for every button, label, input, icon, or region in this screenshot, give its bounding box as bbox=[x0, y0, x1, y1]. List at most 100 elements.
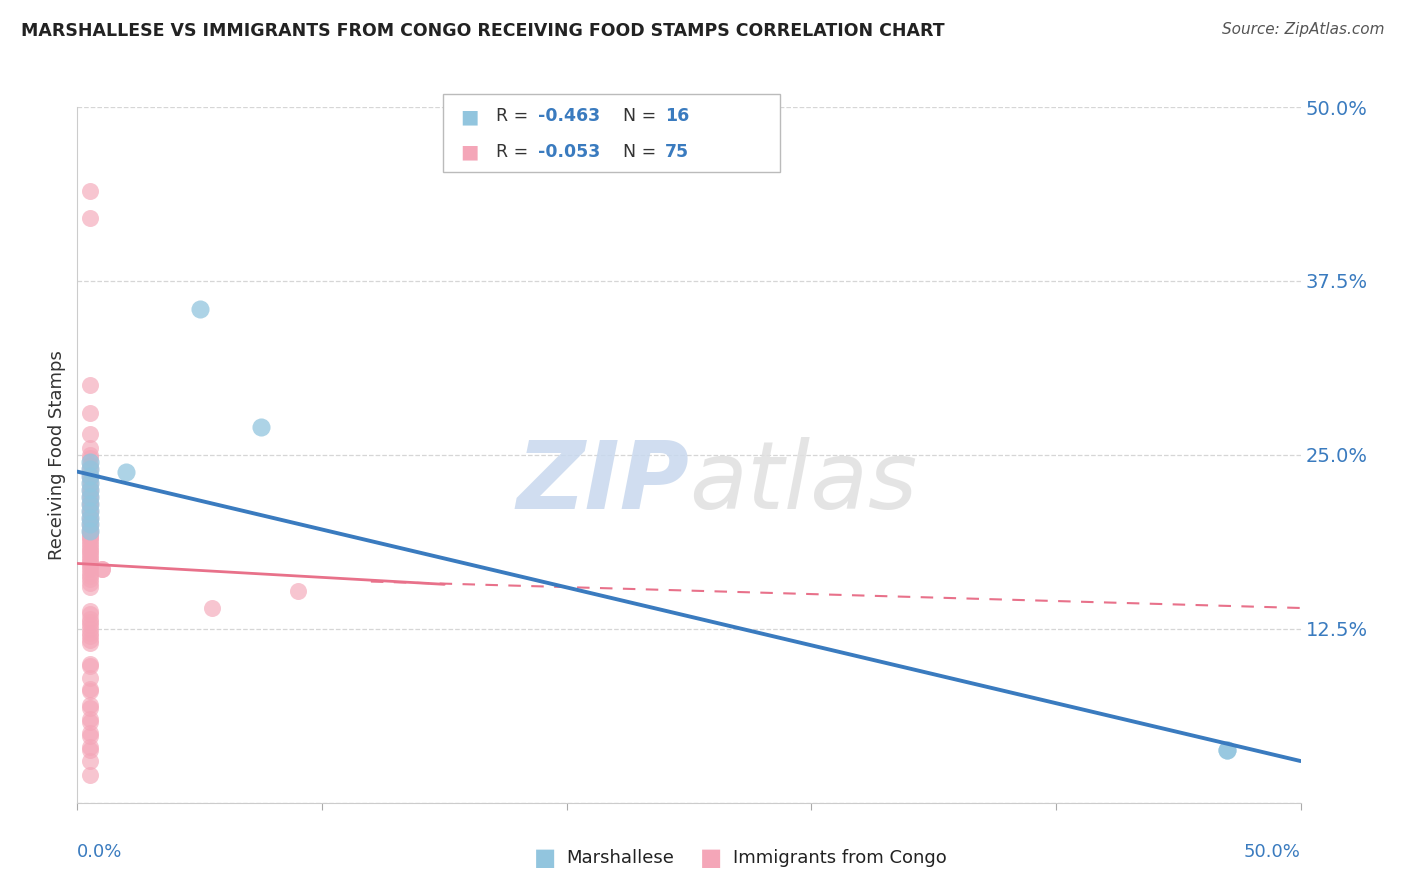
Text: N =: N = bbox=[623, 143, 662, 161]
Point bbox=[79, 503, 101, 517]
Point bbox=[79, 483, 101, 497]
Point bbox=[79, 211, 101, 226]
Point bbox=[79, 455, 101, 469]
Point bbox=[79, 712, 101, 726]
Point bbox=[79, 659, 101, 673]
Point bbox=[79, 517, 101, 532]
Point bbox=[79, 510, 101, 524]
Text: ■: ■ bbox=[700, 847, 723, 870]
Point bbox=[79, 475, 101, 490]
Point bbox=[79, 483, 101, 497]
Point bbox=[79, 524, 101, 539]
Point bbox=[79, 572, 101, 586]
Point bbox=[79, 497, 101, 511]
Point bbox=[79, 530, 101, 544]
Point bbox=[287, 584, 309, 599]
Point bbox=[79, 607, 101, 621]
Point bbox=[79, 468, 101, 483]
Point bbox=[1216, 743, 1239, 757]
Point bbox=[79, 540, 101, 554]
Point bbox=[79, 604, 101, 618]
Point bbox=[79, 458, 101, 472]
Text: 16: 16 bbox=[665, 107, 689, 125]
Point bbox=[79, 559, 101, 574]
Point bbox=[79, 729, 101, 743]
Point bbox=[79, 569, 101, 583]
Point bbox=[79, 554, 101, 568]
Text: ZIP: ZIP bbox=[516, 437, 689, 529]
Point bbox=[1216, 743, 1239, 757]
Text: atlas: atlas bbox=[689, 437, 917, 528]
Point bbox=[79, 468, 101, 483]
Point bbox=[79, 622, 101, 636]
Point bbox=[79, 517, 101, 532]
Point bbox=[79, 490, 101, 504]
Point bbox=[79, 537, 101, 551]
Point bbox=[79, 450, 101, 465]
Point bbox=[79, 740, 101, 755]
Point bbox=[79, 629, 101, 643]
Point bbox=[79, 497, 101, 511]
Point bbox=[79, 534, 101, 549]
Point bbox=[79, 548, 101, 562]
Point bbox=[250, 420, 273, 434]
Point bbox=[79, 743, 101, 757]
Point bbox=[79, 427, 101, 442]
Point bbox=[79, 527, 101, 541]
Point bbox=[79, 768, 101, 782]
Y-axis label: Receiving Food Stamps: Receiving Food Stamps bbox=[48, 350, 66, 560]
Point bbox=[79, 657, 101, 671]
Text: ■: ■ bbox=[460, 143, 478, 161]
Point bbox=[79, 557, 101, 571]
Point bbox=[201, 601, 224, 615]
Text: 75: 75 bbox=[665, 143, 689, 161]
Point bbox=[79, 525, 101, 540]
Point bbox=[79, 507, 101, 521]
Text: MARSHALLESE VS IMMIGRANTS FROM CONGO RECEIVING FOOD STAMPS CORRELATION CHART: MARSHALLESE VS IMMIGRANTS FROM CONGO REC… bbox=[21, 22, 945, 40]
Point bbox=[79, 566, 101, 581]
Point bbox=[79, 503, 101, 517]
Text: Marshallese: Marshallese bbox=[567, 849, 675, 867]
Point bbox=[79, 532, 101, 546]
Point bbox=[79, 615, 101, 629]
Point bbox=[79, 490, 101, 504]
Point bbox=[79, 580, 101, 594]
Text: 0.0%: 0.0% bbox=[77, 843, 122, 861]
Point bbox=[79, 626, 101, 640]
Text: 50.0%: 50.0% bbox=[1244, 843, 1301, 861]
Text: -0.053: -0.053 bbox=[538, 143, 600, 161]
Point bbox=[90, 562, 112, 576]
Text: ■: ■ bbox=[534, 847, 557, 870]
Point bbox=[79, 448, 101, 462]
Point bbox=[79, 378, 101, 392]
Point bbox=[79, 542, 101, 557]
Point bbox=[79, 462, 101, 476]
Point bbox=[79, 500, 101, 514]
Point bbox=[115, 465, 138, 479]
Point bbox=[79, 636, 101, 650]
Point bbox=[79, 406, 101, 420]
Text: Source: ZipAtlas.com: Source: ZipAtlas.com bbox=[1222, 22, 1385, 37]
Point bbox=[79, 487, 101, 501]
Point bbox=[79, 754, 101, 768]
Point bbox=[79, 478, 101, 492]
Point bbox=[188, 301, 211, 316]
Point bbox=[79, 612, 101, 626]
Point bbox=[79, 681, 101, 696]
Text: -0.463: -0.463 bbox=[538, 107, 600, 125]
Point bbox=[79, 617, 101, 632]
Text: N =: N = bbox=[623, 107, 662, 125]
Point bbox=[79, 632, 101, 647]
Point bbox=[79, 576, 101, 591]
Point bbox=[79, 726, 101, 740]
Point bbox=[79, 698, 101, 713]
Point bbox=[79, 520, 101, 534]
Point bbox=[79, 545, 101, 559]
Text: Immigrants from Congo: Immigrants from Congo bbox=[733, 849, 946, 867]
Point bbox=[79, 550, 101, 565]
Point bbox=[79, 671, 101, 685]
Point bbox=[90, 562, 112, 576]
Point bbox=[79, 493, 101, 508]
Point bbox=[79, 523, 101, 537]
Point bbox=[79, 701, 101, 715]
